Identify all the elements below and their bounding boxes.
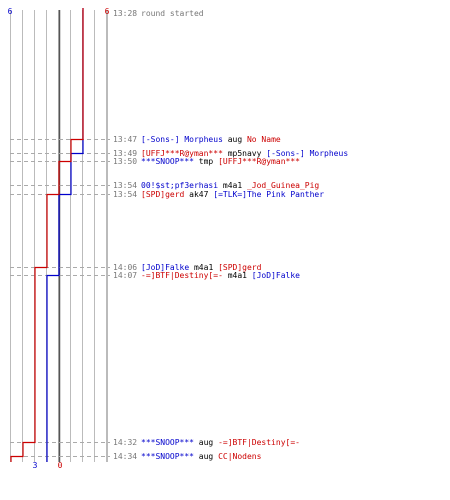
event-part: round started (141, 9, 204, 18)
event-time: 14:06 (113, 263, 137, 272)
event-time: 13:47 (113, 135, 137, 144)
event-time: 14:32 (113, 438, 137, 447)
event-part: [UFFJ***R@yman*** (218, 157, 300, 166)
score-labels: 6 6 3 0 (8, 7, 110, 470)
event-part: CC|Nodens (218, 452, 262, 461)
event-description: [UFFJ***R@yman*** mp5navy [-Sons-] Morph… (141, 149, 348, 158)
event-description: ***SNOOP*** aug -=]BTF|Destiny[=- (141, 438, 300, 447)
event-part: [-Sons-] Morpheus (141, 135, 223, 144)
event-part: No Name (247, 135, 281, 144)
event-part: [SPD]gerd (218, 263, 262, 272)
team-score-lines (10, 8, 84, 462)
event-part: mp5navy (223, 149, 266, 158)
blue-end-score: 3 (33, 461, 38, 470)
event-part: ***SNOOP*** (141, 452, 194, 461)
event-time: 13:28 (113, 9, 137, 18)
event-description: [SPD]gerd ak47 [=TLK=]The Pink Panther (141, 190, 324, 199)
red-end-score: 0 (58, 461, 63, 470)
red-start-score: 6 (105, 7, 110, 16)
event-time: 13:50 (113, 157, 137, 166)
event-part: ak47 (184, 190, 213, 199)
event-part: -=]BTF|Destiny[=- (218, 438, 300, 447)
event-part: aug (223, 135, 247, 144)
event-part: [JoD]Falke (141, 263, 189, 272)
event-description: [-Sons-] Morpheus aug No Name (141, 135, 281, 144)
event-part: [-Sons-] Morpheus (266, 149, 348, 158)
event-part: 00!$st;pf3erhasi (141, 181, 218, 190)
event-time: 13:54 (113, 181, 137, 190)
event-part: [JoD]Falke (252, 271, 300, 280)
event-part: [=TLK=]The Pink Panther (213, 190, 324, 199)
event-part: ***SNOOP*** (141, 157, 194, 166)
event-description: [JoD]Falke m4a1 [SPD]gerd (141, 263, 262, 272)
event-part: _Jod_Guinea_Pig (247, 181, 319, 190)
event-description: -=]BTF|Destiny[=- m4a1 [JoD]Falke (141, 271, 300, 280)
event-part: [SPD]gerd (141, 190, 185, 199)
event-time: 13:54 (113, 190, 137, 199)
event-time: 14:07 (113, 271, 137, 280)
event-part: tmp (194, 157, 218, 166)
event-part: m4a1 (218, 181, 247, 190)
event-part: aug (194, 452, 218, 461)
event-part: ***SNOOP*** (141, 438, 194, 447)
event-part: [UFFJ***R@yman*** (141, 149, 223, 158)
blue-start-score: 6 (8, 7, 13, 16)
event-log: 13:28 round started 13:47 [-Sons-] Morpheus… (113, 9, 348, 461)
event-description: 00!$st;pf3erhasi m4a1 _Jod_Guinea_Pig (141, 181, 319, 190)
event-description: ***SNOOP*** tmp [UFFJ***R@yman*** (141, 157, 300, 166)
event-time: 14:34 (113, 452, 137, 461)
event-part: -=]BTF|Destiny[=- (141, 271, 223, 280)
event-description: round started (141, 9, 204, 18)
blue-score-line (46, 8, 84, 462)
event-part: aug (194, 438, 218, 447)
event-time: 13:49 (113, 149, 137, 158)
red-score-line (10, 8, 84, 462)
event-part: m4a1 (223, 271, 252, 280)
event-part: m4a1 (189, 263, 218, 272)
event-description: ***SNOOP*** aug CC|Nodens (141, 452, 262, 461)
